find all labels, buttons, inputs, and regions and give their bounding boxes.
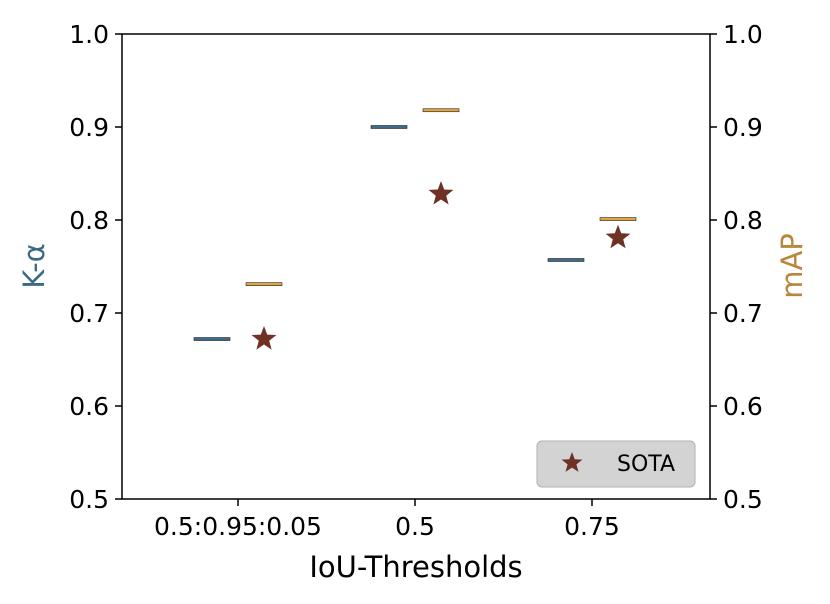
sota-star-marker — [251, 326, 277, 350]
y-tick-label-right: 1.0 — [723, 20, 763, 49]
k-alpha-median-line — [370, 125, 408, 129]
y-tick-label-left: 0.6 — [69, 392, 109, 421]
map-median-line — [599, 217, 637, 221]
legend-sota-star-icon — [561, 452, 583, 472]
sota-star-marker — [605, 224, 631, 249]
y-tick-label-right: 0.9 — [723, 113, 763, 142]
y-tick-label-left: 0.8 — [69, 206, 109, 235]
x-axis-title: IoU-Thresholds — [309, 550, 522, 584]
map-median-line — [422, 108, 460, 113]
sota-star-marker — [428, 181, 454, 205]
y-axis-title-right: mAP — [775, 233, 809, 299]
x-tick-label: 0.5 — [395, 512, 435, 541]
map-median-line — [245, 282, 283, 286]
legend: SOTA — [536, 440, 696, 488]
legend-label-sota: SOTA — [617, 452, 675, 477]
y-tick-label-left: 0.9 — [69, 113, 109, 142]
y-tick-label-right: 0.8 — [723, 206, 763, 235]
y-tick-label-right: 0.6 — [723, 392, 763, 421]
x-tick-label: 0.75 — [564, 512, 620, 541]
y-tick-label-left: 0.5 — [69, 485, 109, 514]
y-tick-label-left: 1.0 — [69, 20, 109, 49]
x-tick-label: 0.5:0.95:0.05 — [154, 512, 322, 541]
chart-marks — [193, 108, 637, 350]
legend-box — [536, 440, 696, 488]
y-tick-label-left: 0.7 — [69, 299, 109, 328]
y-tick-label-right: 0.7 — [723, 299, 763, 328]
y-ticks-left: 0.5 0.6 0.7 0.8 0.9 1.0 — [69, 20, 122, 514]
y-tick-label-right: 0.5 — [723, 485, 763, 514]
y-ticks-right: 0.5 0.6 0.7 0.8 0.9 1.0 — [710, 20, 763, 514]
k-alpha-median-line — [193, 337, 231, 341]
x-ticks: 0.5:0.95:0.05 0.5 0.75 — [154, 499, 620, 541]
y-axis-title-left: K-α — [17, 243, 51, 289]
k-alpha-median-line — [547, 258, 585, 262]
plot-frame — [121, 33, 711, 500]
